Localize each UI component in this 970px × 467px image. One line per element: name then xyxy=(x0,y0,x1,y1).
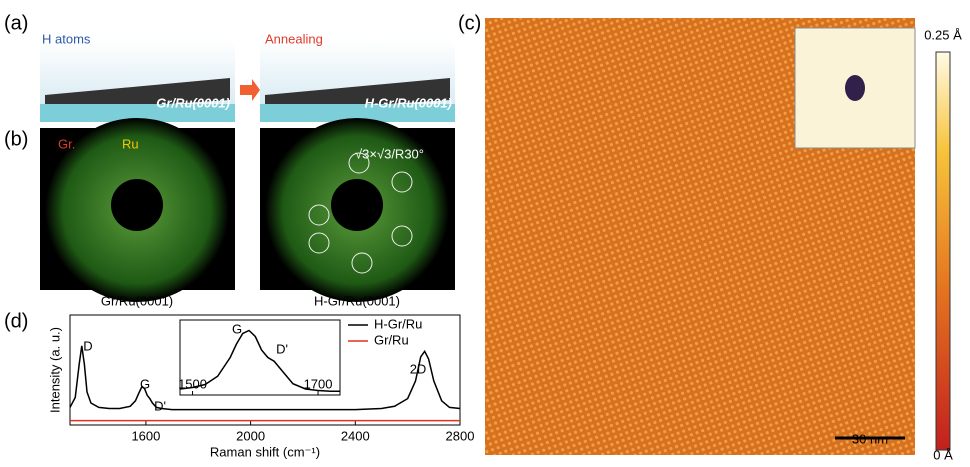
fft-center xyxy=(845,75,865,101)
x-tick-label: 2400 xyxy=(341,428,370,443)
x-axis-label: Raman shift (cm⁻¹) xyxy=(210,444,320,459)
text: H-Gr/Ru(0001) xyxy=(365,95,452,110)
x-tick-label: 2800 xyxy=(446,428,475,443)
legend-label: H-Gr/Ru xyxy=(374,316,422,331)
annotation: D xyxy=(83,338,92,353)
annotation: G xyxy=(232,321,242,336)
legend-label: Gr/Ru xyxy=(374,332,409,347)
colorbar-label: 0 Å xyxy=(933,447,953,462)
panel-label: (c) xyxy=(458,12,481,34)
figure: (a) H atoms Annealing Gr/Ru(0001) H-Gr/R… xyxy=(0,0,970,462)
annotation: D' xyxy=(154,398,166,413)
text: Gr/Ru(0001) xyxy=(156,95,230,110)
text: Gr. xyxy=(58,136,75,151)
x-tick-label: 2000 xyxy=(236,428,265,443)
annotation: D' xyxy=(276,341,288,356)
leed-shadow xyxy=(111,179,163,231)
panel-label: (d) xyxy=(4,310,28,332)
scale-bar-label: 30 nm xyxy=(852,431,888,446)
panel-label: (b) xyxy=(4,128,28,150)
text: Ru xyxy=(122,136,139,151)
x-tick-label: 1600 xyxy=(131,428,160,443)
text: H atoms xyxy=(42,31,91,46)
annotation: 2D xyxy=(410,361,427,376)
colorbar-label: 0.25 Å xyxy=(924,27,962,42)
caption: Gr/Ru(0001) xyxy=(101,293,173,308)
y-axis-label: Intensity (a. u.) xyxy=(47,327,62,413)
annotation: G xyxy=(140,376,150,391)
text: Annealing xyxy=(265,31,323,46)
text: √3×√3/R30° xyxy=(355,146,424,161)
leed-shadow xyxy=(331,179,383,231)
caption: H-Gr/Ru(0001) xyxy=(314,293,400,308)
colorbar xyxy=(936,52,950,450)
panel-label: (a) xyxy=(4,12,28,34)
arrow xyxy=(240,79,260,101)
